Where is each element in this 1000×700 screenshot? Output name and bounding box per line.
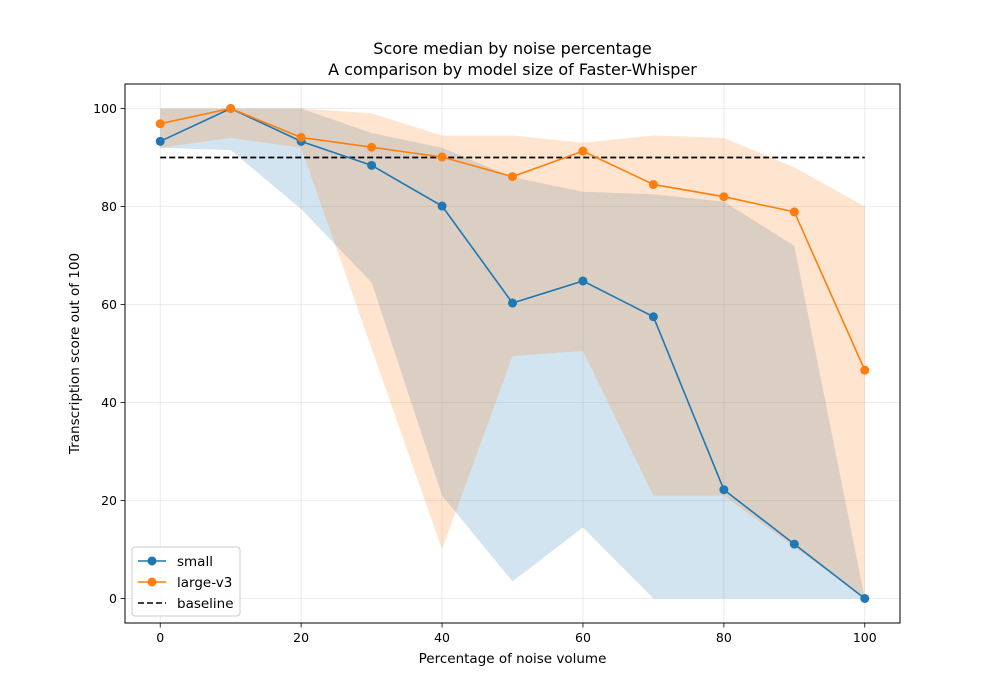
legend-entry-baseline: baseline [138, 596, 234, 612]
data-point-large-v3 [155, 119, 165, 129]
data-point-small [508, 298, 517, 308]
x-tick-label: 0 [156, 630, 164, 645]
data-point-large-v3 [719, 192, 729, 202]
confidence-band-small [160, 108, 865, 599]
legend-entry-large-v3: large-v3 [138, 575, 232, 591]
data-point-small [578, 276, 588, 286]
legend: small large-v3 baseline [131, 546, 241, 617]
data-point-small [648, 312, 658, 322]
data-point-small [155, 136, 165, 146]
x-axis-label: Percentage of noise volume [419, 651, 607, 667]
y-axis-label: Transcription score out of 100 [67, 253, 83, 455]
legend-entry-small: small [138, 554, 213, 570]
data-point-large-v3 [860, 365, 870, 375]
confidence-bands [160, 108, 865, 599]
y-axis-ticks: 0 20 40 60 80 100 [93, 101, 125, 606]
legend-box [131, 546, 241, 617]
chart-subtitle: A comparison by model size of Faster-Whi… [328, 60, 697, 79]
chart-title: Score median by noise percentage [373, 39, 651, 58]
y-tick-label: 60 [101, 297, 117, 312]
y-tick-label: 20 [101, 493, 117, 508]
legend-label-baseline: baseline [177, 596, 234, 612]
data-point-large-v3 [226, 104, 236, 113]
y-tick-label: 40 [101, 395, 117, 410]
x-tick-label: 60 [575, 630, 591, 645]
x-tick-label: 20 [293, 630, 309, 645]
data-point-small [789, 539, 799, 549]
plot-frame [124, 83, 901, 624]
legend-marker-large-v3 [147, 577, 157, 587]
series-layer [155, 104, 870, 603]
y-tick-label: 100 [93, 101, 117, 116]
data-point-large-v3 [437, 152, 447, 162]
x-axis-ticks: 0 20 40 60 80 100 [156, 623, 877, 645]
legend-marker-small [147, 556, 157, 566]
data-point-small [719, 485, 729, 495]
x-tick-label: 80 [716, 630, 732, 645]
data-point-large-v3 [367, 142, 377, 152]
y-tick-label: 80 [101, 199, 117, 214]
data-point-small [860, 594, 870, 603]
data-point-small [437, 201, 447, 211]
series-large-v3 [155, 104, 870, 375]
y-tick-label: 0 [109, 591, 117, 606]
legend-label-small: small [177, 554, 213, 570]
data-point-large-v3 [296, 132, 306, 142]
confidence-band-large-v3 [160, 108, 865, 599]
data-point-large-v3 [508, 172, 517, 182]
data-point-large-v3 [578, 146, 588, 156]
x-tick-label: 100 [853, 630, 877, 645]
legend-label-large-v3: large-v3 [177, 575, 232, 591]
x-tick-label: 40 [434, 630, 450, 645]
data-point-large-v3 [789, 207, 799, 217]
data-point-small [367, 160, 377, 170]
data-point-large-v3 [648, 179, 658, 189]
